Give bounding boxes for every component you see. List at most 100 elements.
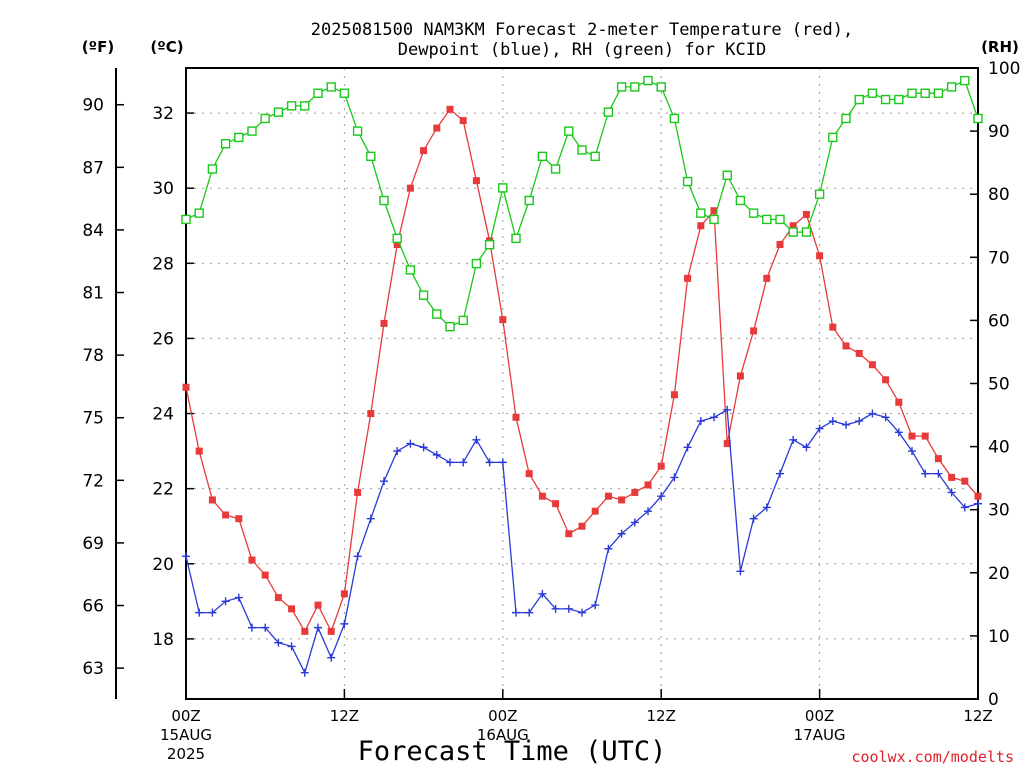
temperature-red-point [684, 274, 692, 282]
fahrenheit-tick-label: 63 [82, 659, 104, 679]
rh-green-point [894, 94, 904, 105]
dewpoint-blue-point [644, 507, 652, 516]
fahrenheit-tick-label: 75 [82, 409, 104, 429]
rh-tick-label: 10 [988, 627, 1010, 647]
dewpoint-blue-point [776, 469, 784, 478]
dewpoint-blue-point [406, 439, 415, 448]
rh-green-point [801, 227, 812, 237]
rh-green-point [220, 139, 231, 149]
celsius-tick-label: 28 [152, 254, 174, 274]
rh-green-point [762, 214, 772, 225]
rh-green-point [669, 113, 680, 124]
dewpoint-blue-point [921, 469, 930, 478]
temperature-red-point [248, 556, 256, 564]
temperature-red-point [974, 492, 982, 500]
rh-green-point [960, 75, 970, 86]
temperature-red-point [591, 507, 599, 515]
x-tick-date-label: 16AUG [477, 726, 529, 744]
rh-green-point [577, 145, 587, 155]
rh-green-point [458, 315, 468, 326]
dewpoint-blue-point [393, 447, 402, 456]
dewpoint-blue-point [815, 424, 824, 433]
dewpoint-blue-point [696, 417, 705, 426]
rh-green-point [616, 82, 627, 92]
temperature-red-point [472, 177, 480, 185]
dewpoint-blue-point [657, 492, 666, 501]
rh-green-point [326, 82, 336, 92]
rh-green-point [432, 309, 442, 319]
rh-green-point [286, 101, 297, 111]
rh-green-point [656, 82, 666, 92]
temperature-red-point [895, 398, 903, 406]
dewpoint-blue-point [234, 593, 243, 602]
temperature-red-point [367, 410, 375, 418]
x-tick-label: 00Z [488, 707, 517, 725]
temperature-red-point [406, 184, 414, 192]
rh-tick-label: 80 [988, 185, 1010, 205]
celsius-tick-label: 26 [152, 329, 174, 349]
dewpoint-blue-point [736, 567, 745, 576]
dewpoint-blue-point [868, 409, 877, 418]
rh-green-point [471, 258, 482, 269]
temperature-red-point [288, 605, 296, 613]
fahrenheit-unit-label: (ºF) [82, 38, 114, 56]
fahrenheit-tick-label: 90 [82, 96, 104, 116]
temperature-red-point [314, 601, 322, 609]
dewpoint-blue-point [947, 488, 956, 497]
rh-green-point [405, 265, 416, 275]
dewpoint-blue-point [802, 443, 811, 452]
rh-green-point [234, 132, 244, 143]
fahrenheit-tick-label: 84 [82, 221, 104, 241]
rh-green-point [498, 183, 508, 193]
rh-green-point [880, 94, 891, 105]
temperature-red-point [750, 327, 758, 335]
temperature-red-point [723, 440, 731, 448]
temperature-red-line [185, 108, 979, 634]
credit-label: coolwx.com/modelts [851, 748, 1014, 766]
dewpoint-blue-point [564, 604, 573, 613]
dewpoint-blue-point [551, 604, 560, 613]
x-tick-year-label: 2025 [167, 745, 205, 763]
x-axis-title: Forecast Time (UTC) [358, 736, 667, 767]
temperature-red-point [908, 432, 916, 440]
dewpoint-blue-point [591, 601, 600, 610]
rh-green-point [722, 170, 732, 180]
dewpoint-blue-point [498, 458, 507, 467]
dewpoint-blue-point [327, 653, 336, 662]
dewpoint-blue-point [749, 514, 758, 523]
temperature-red-point [393, 241, 401, 249]
temperature-red-point [578, 522, 586, 530]
temperature-red-point [208, 496, 216, 504]
dewpoint-blue-point [274, 638, 283, 647]
rh-green-point [933, 88, 944, 98]
temperature-red-point [274, 594, 282, 602]
rh-green-point [735, 195, 746, 206]
rh-green-point [511, 233, 521, 244]
dewpoint-blue-point [485, 458, 494, 467]
dewpoint-blue-point [974, 499, 982, 508]
dewpoint-blue-point [578, 608, 586, 617]
temperature-red-point [552, 500, 560, 508]
dewpoint-blue-point [828, 417, 837, 426]
temperature-red-point [354, 488, 362, 496]
temperature-red-point [565, 530, 573, 538]
rh-tick-label: 90 [988, 122, 1010, 142]
dewpoint-blue-point [710, 413, 718, 422]
temperature-red-point [340, 590, 348, 598]
rh-green-point [300, 101, 310, 111]
dewpoint-blue-point [512, 608, 520, 617]
dewpoint-blue-point [195, 608, 204, 617]
temperature-red-point [657, 462, 665, 470]
rh-green-point [379, 195, 389, 206]
dewpoint-blue-point [380, 477, 388, 486]
dewpoint-blue-point [300, 668, 309, 677]
rh-green-point [682, 176, 693, 187]
temperature-red-point [327, 627, 335, 635]
rh-unit-label: (RH) [981, 38, 1019, 56]
temperature-red-point [948, 473, 956, 481]
rh-green-point [709, 214, 719, 225]
rh-tick-label: 100 [988, 59, 1020, 79]
celsius-tick-label: 24 [152, 405, 174, 425]
rh-green-point [696, 208, 706, 218]
x-tick-label: 12Z [963, 707, 992, 725]
